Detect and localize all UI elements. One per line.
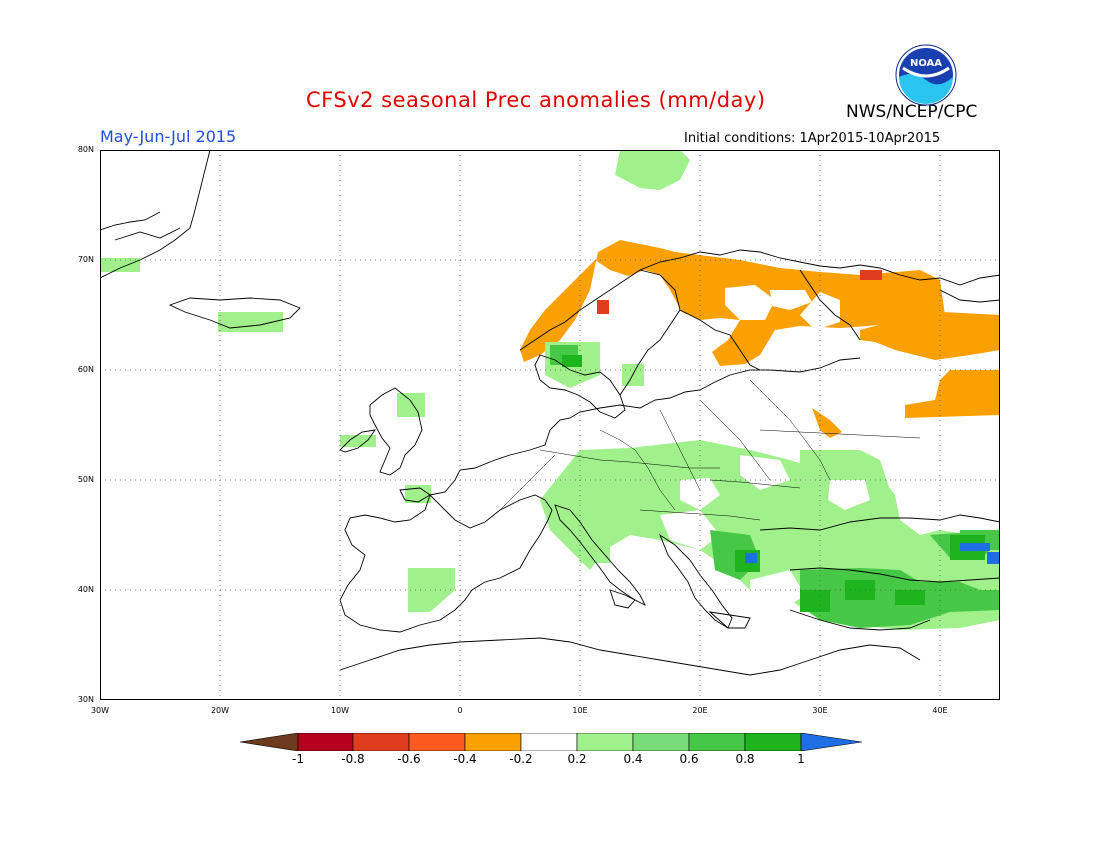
colorbar-label: 1 (797, 752, 805, 766)
colorbar-label: 0.2 (567, 752, 587, 766)
strong-positive-cells (745, 543, 1000, 564)
graticule (100, 150, 1000, 700)
coastlines (100, 150, 1000, 676)
lat-label-60n: 60N (77, 365, 94, 374)
lon-label-10e: 10E (572, 706, 588, 715)
forecast-period: May-Jun-Jul 2015 (100, 127, 237, 146)
agency-label: NWS/NCEP/CPC (846, 102, 978, 122)
logo-text: NOAA (910, 58, 942, 69)
colorbar-label: 0.4 (623, 752, 643, 766)
lat-label-80n: 80N (77, 145, 94, 154)
initial-conditions: Initial conditions: 1Apr2015-10Apr2015 (684, 131, 941, 146)
precip-anomaly-map (100, 150, 1000, 700)
colorbar-label: -0.4 (453, 752, 477, 766)
lon-label-20w: 20W (210, 706, 230, 715)
lon-label-20e: 20E (692, 706, 708, 715)
lon-label-30w: 30W (90, 706, 110, 715)
color-bar (240, 733, 862, 751)
lat-label-30n: 30N (77, 695, 94, 704)
lon-label-0: 0 (457, 706, 463, 715)
lat-label-40n: 40N (77, 585, 94, 594)
colorbar-label: -1 (292, 752, 304, 766)
lon-label-10w: 10W (330, 706, 350, 715)
colorbar-label: 0.6 (679, 752, 699, 766)
strong-negative-cells (597, 270, 882, 314)
colorbar-label: 0.8 (735, 752, 755, 766)
lon-label-40e: 40E (932, 706, 948, 715)
lat-label-50n: 50N (77, 475, 94, 484)
colorbar-label: -0.2 (509, 752, 533, 766)
colorbar-label: -0.6 (397, 752, 421, 766)
lat-label-70n: 70N (77, 255, 94, 264)
map-title: CFSv2 seasonal Prec anomalies (mm/day) (306, 88, 766, 112)
lon-label-30e: 30E (812, 706, 828, 715)
colorbar-label: -0.8 (341, 752, 365, 766)
noaa-logo: NOAA (895, 44, 957, 106)
white-holes-2 (660, 455, 870, 612)
borders (499, 379, 921, 521)
